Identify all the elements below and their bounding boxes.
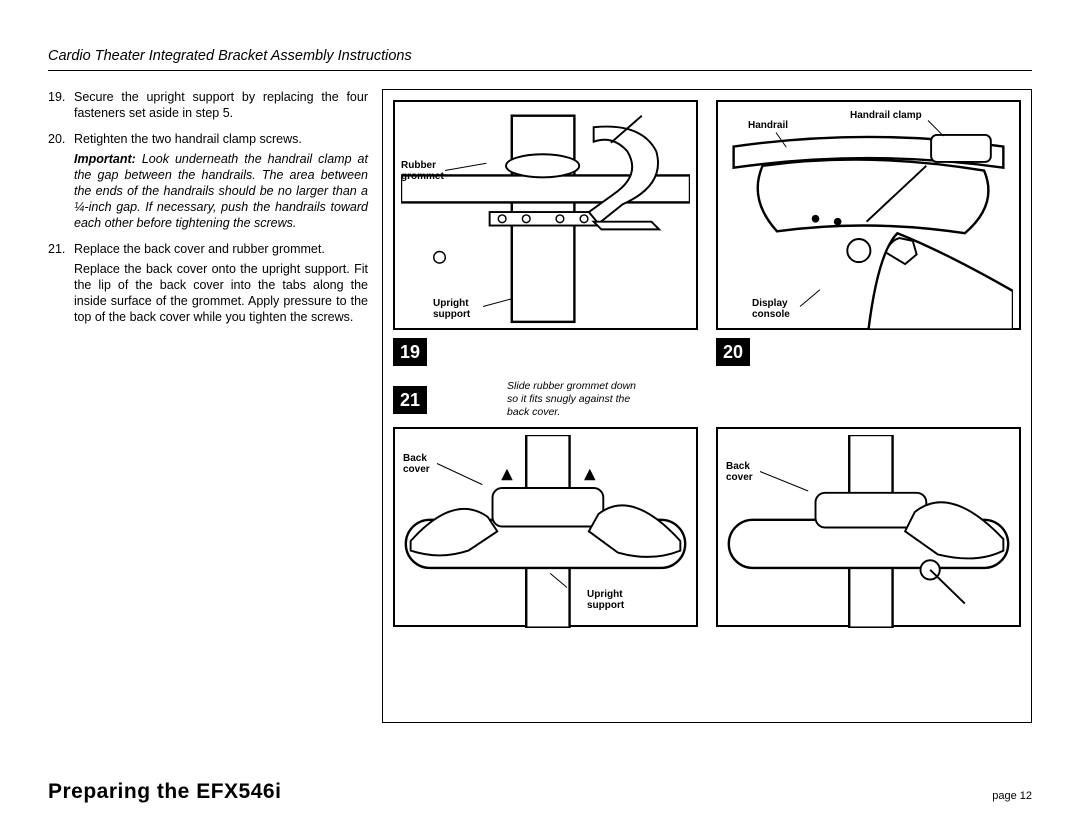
step-20: 20. Retighten the two handrail clamp scr… xyxy=(48,131,368,231)
step-21-text: Replace the back cover and rubber gromme… xyxy=(74,241,368,257)
label-rubber-grommet: Rubber grommet xyxy=(401,160,449,182)
label-handrail-text: Handrail xyxy=(748,120,788,131)
label-back-cover-21a: Back cover xyxy=(403,453,439,475)
figure-panel-20: Handrail Handrail clamp Display console xyxy=(716,100,1021,330)
panel-20-illustration xyxy=(724,108,1013,330)
label-handrail-clamp: Handrail clamp xyxy=(850,110,922,121)
step-badge-21: 21 xyxy=(393,386,427,414)
step-20-number: 20. xyxy=(48,131,74,147)
label-display-console: Display console xyxy=(752,298,802,320)
step-20-text: Retighten the two handrail clamp screws. xyxy=(74,131,368,147)
step-19: 19. Secure the upright support by replac… xyxy=(48,89,368,121)
label-back-cover-21b-text: Back cover xyxy=(726,461,753,483)
step-20-important: Important: Look underneath the handrail … xyxy=(74,151,368,231)
label-upright-support-21a-text: Upright support xyxy=(587,589,624,611)
label-handrail: Handrail xyxy=(748,120,788,131)
step-21-sub: Replace the back cover onto the upright … xyxy=(74,261,368,325)
step-19-text: Secure the upright support by replacing … xyxy=(74,89,368,121)
header-title: Cardio Theater Integrated Bracket Assemb… xyxy=(48,48,1032,64)
badge-19-cell: 19 xyxy=(393,338,698,366)
page: Cardio Theater Integrated Bracket Assemb… xyxy=(0,0,1080,834)
badge-21-row: 21 Slide rubber grommet down so it fits … xyxy=(393,380,698,419)
label-upright-support: Upright support xyxy=(433,298,485,320)
step-badge-19: 19 xyxy=(393,338,427,366)
content-row: 19. Secure the upright support by replac… xyxy=(48,89,1032,723)
step-21-number: 21. xyxy=(48,241,74,257)
footer-title: Preparing the EFX546i xyxy=(48,780,281,803)
figure-column: Rubber grommet Upright support xyxy=(382,89,1032,723)
important-label: Important: xyxy=(74,152,136,166)
panel-19-illustration xyxy=(401,108,690,330)
footer-page-number: page 12 xyxy=(992,790,1032,802)
step-19-number: 19. xyxy=(48,89,74,121)
figure-frame: Rubber grommet Upright support xyxy=(382,89,1032,723)
spacer-cell xyxy=(716,374,1021,419)
figure-panel-19: Rubber grommet Upright support xyxy=(393,100,698,330)
figure-grid: Rubber grommet Upright support xyxy=(393,100,1021,627)
label-upright-support-text: Upright support xyxy=(433,298,470,320)
panel-21b-illustration xyxy=(724,435,1013,628)
step-21: 21. Replace the back cover and rubber gr… xyxy=(48,241,368,325)
label-upright-support-21a: Upright support xyxy=(587,589,637,611)
label-rubber-grommet-text: Rubber grommet xyxy=(401,160,444,182)
step-badge-20: 20 xyxy=(716,338,750,366)
panel-21a-illustration xyxy=(401,435,690,628)
instructions-column: 19. Secure the upright support by replac… xyxy=(48,89,368,723)
label-back-cover-21b: Back cover xyxy=(726,461,762,483)
figure-panel-21a: Back cover Upright support xyxy=(393,427,698,627)
label-display-console-text: Display console xyxy=(752,298,790,320)
label-handrail-clamp-text: Handrail clamp xyxy=(850,110,922,121)
badge-20-cell: 20 xyxy=(716,338,1021,366)
header-rule xyxy=(48,70,1032,71)
figure-panel-21b: Back cover xyxy=(716,427,1021,627)
caption-21: Slide rubber grommet down so it fits snu… xyxy=(507,380,647,419)
page-footer: Preparing the EFX546i page 12 xyxy=(48,780,1032,804)
label-back-cover-21a-text: Back cover xyxy=(403,453,430,475)
